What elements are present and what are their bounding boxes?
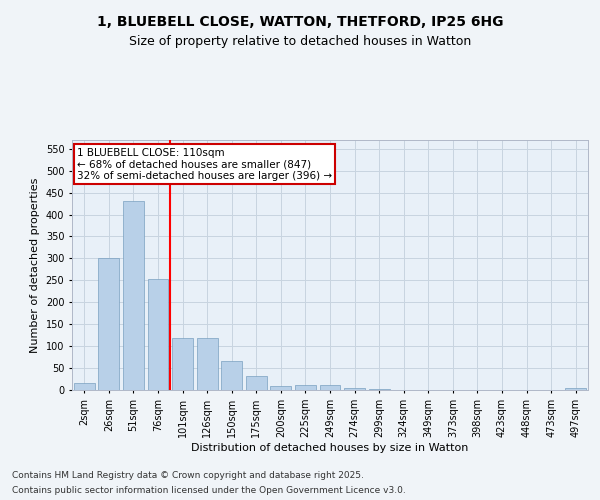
Bar xyxy=(98,258,119,390)
Text: Contains HM Land Registry data © Crown copyright and database right 2025.: Contains HM Land Registry data © Crown c… xyxy=(12,471,364,480)
Text: Contains public sector information licensed under the Open Government Licence v3: Contains public sector information licen… xyxy=(12,486,406,495)
Bar xyxy=(344,388,365,390)
Text: 1, BLUEBELL CLOSE, WATTON, THETFORD, IP25 6HG: 1, BLUEBELL CLOSE, WATTON, THETFORD, IP2… xyxy=(97,15,503,29)
Bar xyxy=(271,386,292,390)
Bar xyxy=(295,385,316,390)
Text: 1 BLUEBELL CLOSE: 110sqm
← 68% of detached houses are smaller (847)
32% of semi-: 1 BLUEBELL CLOSE: 110sqm ← 68% of detach… xyxy=(77,148,332,180)
Bar xyxy=(74,384,95,390)
Bar xyxy=(197,338,218,390)
Bar xyxy=(368,389,389,390)
Bar xyxy=(123,202,144,390)
Bar xyxy=(148,279,169,390)
Bar xyxy=(246,376,267,390)
Y-axis label: Number of detached properties: Number of detached properties xyxy=(30,178,40,352)
Bar xyxy=(221,362,242,390)
Bar xyxy=(565,388,586,390)
Bar xyxy=(172,338,193,390)
Bar xyxy=(320,384,340,390)
Text: Size of property relative to detached houses in Watton: Size of property relative to detached ho… xyxy=(129,35,471,48)
X-axis label: Distribution of detached houses by size in Watton: Distribution of detached houses by size … xyxy=(191,442,469,452)
